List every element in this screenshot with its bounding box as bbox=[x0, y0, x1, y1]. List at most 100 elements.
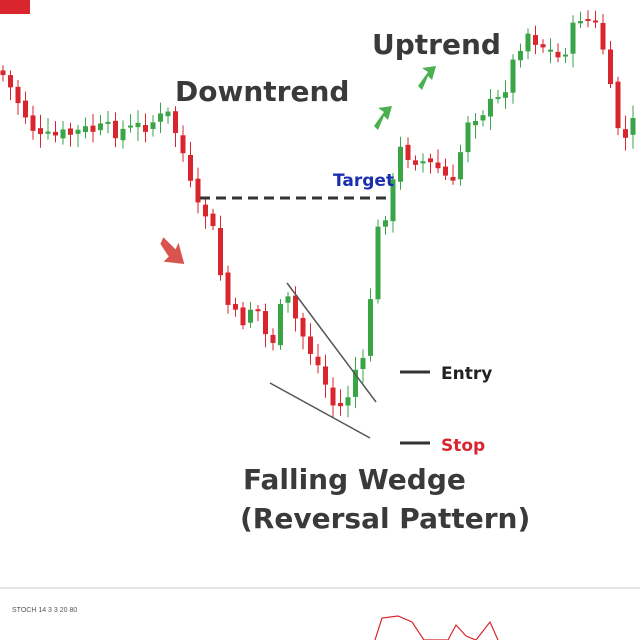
candle-body bbox=[255, 309, 261, 312]
candle-body bbox=[473, 120, 478, 126]
candle-body bbox=[15, 86, 21, 104]
candle-body bbox=[300, 317, 306, 337]
candle-body bbox=[150, 122, 156, 130]
candle-body bbox=[263, 311, 268, 335]
entry-label: Entry bbox=[441, 364, 492, 384]
candle-body bbox=[435, 162, 441, 169]
pattern-label: Falling Wedge bbox=[243, 463, 466, 496]
candle-body bbox=[353, 369, 358, 397]
candle-body bbox=[615, 81, 621, 129]
up-arrow bbox=[418, 66, 436, 90]
candle-body bbox=[555, 51, 561, 58]
candle-body bbox=[330, 387, 336, 406]
candle-body bbox=[465, 122, 471, 153]
candle-body bbox=[248, 309, 253, 323]
candle-body bbox=[38, 128, 43, 135]
candle-body bbox=[135, 122, 141, 128]
candle-body bbox=[188, 154, 193, 181]
candle-body bbox=[180, 135, 186, 154]
candle-body bbox=[90, 125, 96, 132]
candle-body bbox=[570, 22, 576, 54]
indicator-label: STOCH 14 3 3 20 80 bbox=[12, 607, 77, 614]
candle-body bbox=[495, 97, 501, 100]
candle-body bbox=[60, 129, 66, 139]
candle-body bbox=[293, 295, 298, 319]
candle-body bbox=[105, 121, 111, 124]
candle-body bbox=[143, 125, 148, 132]
candle-body bbox=[383, 220, 388, 227]
candle-body bbox=[540, 44, 546, 48]
candle-body bbox=[503, 92, 508, 98]
pattern-note: (Reversal Pattern) bbox=[240, 502, 530, 535]
candle-body bbox=[68, 128, 73, 135]
stop-label: Stop bbox=[441, 436, 485, 456]
candle-body bbox=[368, 299, 373, 356]
logo bbox=[0, 0, 30, 14]
candle-body bbox=[548, 49, 553, 52]
candle-body bbox=[413, 160, 418, 165]
candle-body bbox=[158, 113, 163, 122]
candle-body bbox=[203, 204, 208, 217]
candle-body bbox=[30, 115, 36, 131]
downtrend-label: Downtrend bbox=[175, 75, 349, 108]
candle-body bbox=[563, 54, 568, 57]
candle-body bbox=[525, 33, 531, 52]
candle-body bbox=[75, 129, 81, 134]
candle-body bbox=[233, 304, 238, 310]
candle-body bbox=[360, 357, 366, 370]
candle-body bbox=[8, 75, 13, 88]
candle-body bbox=[405, 144, 411, 160]
candle-body bbox=[240, 307, 246, 326]
candle-body bbox=[98, 123, 103, 131]
candle-body bbox=[225, 272, 231, 305]
candle-body bbox=[53, 131, 58, 136]
candle-body bbox=[45, 131, 51, 134]
candle-body bbox=[23, 100, 28, 118]
candle-body bbox=[420, 161, 426, 164]
candle-body bbox=[173, 111, 178, 134]
candle-body bbox=[608, 49, 613, 85]
candle-body bbox=[458, 152, 463, 180]
candle-body bbox=[398, 146, 403, 182]
candle-body bbox=[450, 176, 456, 181]
candle-body bbox=[578, 21, 583, 24]
candle-body bbox=[428, 158, 433, 163]
candle-body bbox=[480, 115, 486, 121]
candle-body bbox=[218, 228, 223, 276]
candle-body bbox=[308, 336, 313, 354]
candle-body bbox=[165, 111, 171, 117]
candle-body bbox=[390, 179, 396, 222]
candle-body bbox=[128, 125, 133, 128]
candle-body bbox=[443, 166, 448, 176]
candle-body bbox=[270, 334, 276, 343]
candle-body bbox=[338, 402, 343, 407]
candle-body bbox=[623, 129, 628, 138]
target-label: Target bbox=[333, 171, 394, 191]
candle-body bbox=[120, 128, 126, 141]
candle-body bbox=[195, 178, 201, 203]
down-arrow bbox=[160, 237, 185, 265]
candle-body bbox=[0, 70, 6, 76]
candle-body bbox=[518, 50, 523, 61]
candle-body bbox=[630, 118, 636, 135]
candle-body bbox=[533, 35, 538, 45]
uptrend-label: Uptrend bbox=[372, 28, 501, 61]
candles bbox=[0, 10, 636, 418]
candle-body bbox=[315, 356, 321, 366]
candle-body bbox=[593, 20, 598, 23]
candle-body bbox=[375, 226, 381, 300]
candle-body bbox=[323, 366, 328, 385]
candle-body bbox=[600, 22, 606, 50]
candle-body bbox=[345, 397, 351, 406]
candle-body bbox=[510, 59, 516, 93]
candle-body bbox=[113, 120, 118, 139]
candle-body bbox=[210, 213, 216, 227]
indicator-line bbox=[374, 615, 499, 640]
candle-body bbox=[278, 303, 283, 346]
wedge-lower bbox=[269, 382, 371, 439]
up-arrow bbox=[374, 106, 392, 130]
wedge-upper bbox=[286, 282, 377, 403]
candle-body bbox=[488, 98, 493, 117]
candle-body bbox=[83, 126, 88, 133]
